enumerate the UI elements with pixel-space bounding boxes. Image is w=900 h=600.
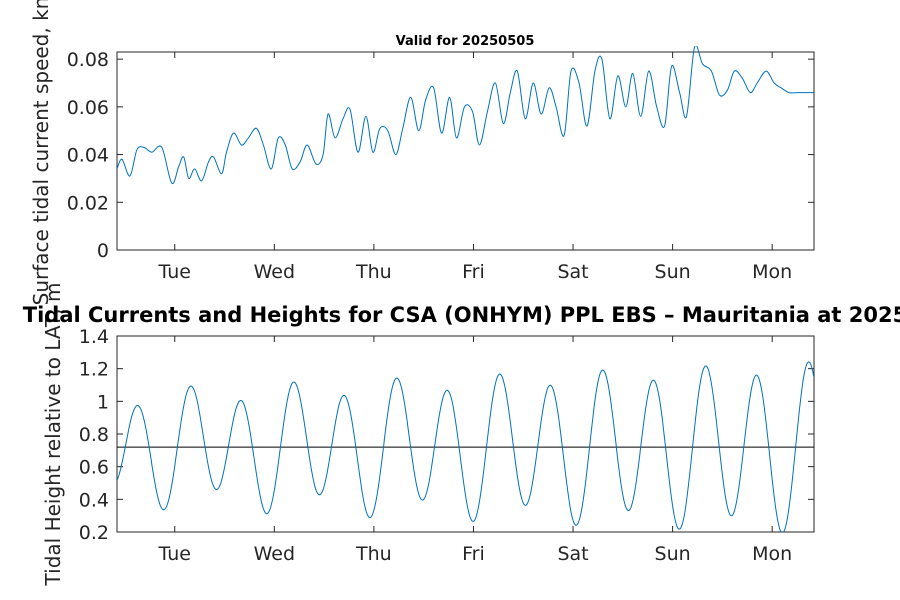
x-tick-label: Thu [355, 261, 392, 283]
y-tick-label: 0.4 [79, 489, 109, 511]
figure-main-title: Tidal Currents and Heights for CSA (ONHY… [23, 303, 900, 327]
current-speed-ylabel: Surface tidal current speed, kn [29, 0, 53, 305]
x-tick-label: Sat [557, 543, 588, 565]
tidal-height-y-ticks: 0.2 0.4 0.6 0.8 1 1.2 1.4 [79, 326, 814, 544]
tidal-height-ylabel: Tidal Height relative to LAT, m [41, 283, 65, 587]
x-tick-label: Tue [158, 261, 191, 283]
tidal-height-x-ticks: Tue Wed Thu Fri Sat Sun Mon [158, 336, 792, 565]
tidal-height-axes: Tidal Height relative to LAT, m 0.20.40.… [41, 283, 815, 587]
y-tick-label: 0.08 [67, 49, 109, 71]
y-tick-label: 0 [97, 240, 109, 262]
tidal-height-series-line [117, 361, 814, 532]
tidal-height-plot-area [116, 335, 815, 533]
x-tick-label: Fri [462, 543, 485, 565]
current-speed-title: Valid for 20250505 [396, 34, 535, 49]
y-tick-label: 1.2 [79, 359, 109, 381]
y-tick-label: 0.06 [67, 97, 109, 119]
current-speed-axes: Valid for 20250505 Surface tidal current… [29, 0, 815, 305]
x-tick-label: Tue [158, 543, 191, 565]
x-tick-label: Wed [254, 543, 295, 565]
y-tick-label: 0.6 [79, 457, 109, 479]
current-speed-plot-area [116, 51, 815, 251]
x-tick-label: Sat [557, 261, 588, 283]
y-tick-label: 0.8 [79, 424, 109, 446]
current-speed-x-ticks: Tue Wed Thu Fri Sat Sun Mon [158, 52, 792, 283]
y-tick-label: 0.02 [67, 192, 109, 214]
x-tick-label: Mon [752, 261, 792, 283]
x-tick-label: Fri [462, 261, 485, 283]
y-tick-label: 0.04 [67, 145, 109, 167]
x-tick-label: Sun [655, 261, 691, 283]
y-tick-label: 0.2 [79, 522, 109, 544]
x-tick-label: Thu [355, 543, 392, 565]
x-tick-label: Wed [254, 261, 295, 283]
y-tick-label: 1 [97, 391, 109, 413]
current-speed-y-ticks: 0 0.02 0.04 0.06 0.08 [67, 49, 814, 262]
current-speed-series-line [117, 46, 814, 185]
x-tick-label: Sun [655, 543, 691, 565]
y-tick-label: 1.4 [79, 326, 109, 348]
x-tick-label: Mon [752, 543, 792, 565]
